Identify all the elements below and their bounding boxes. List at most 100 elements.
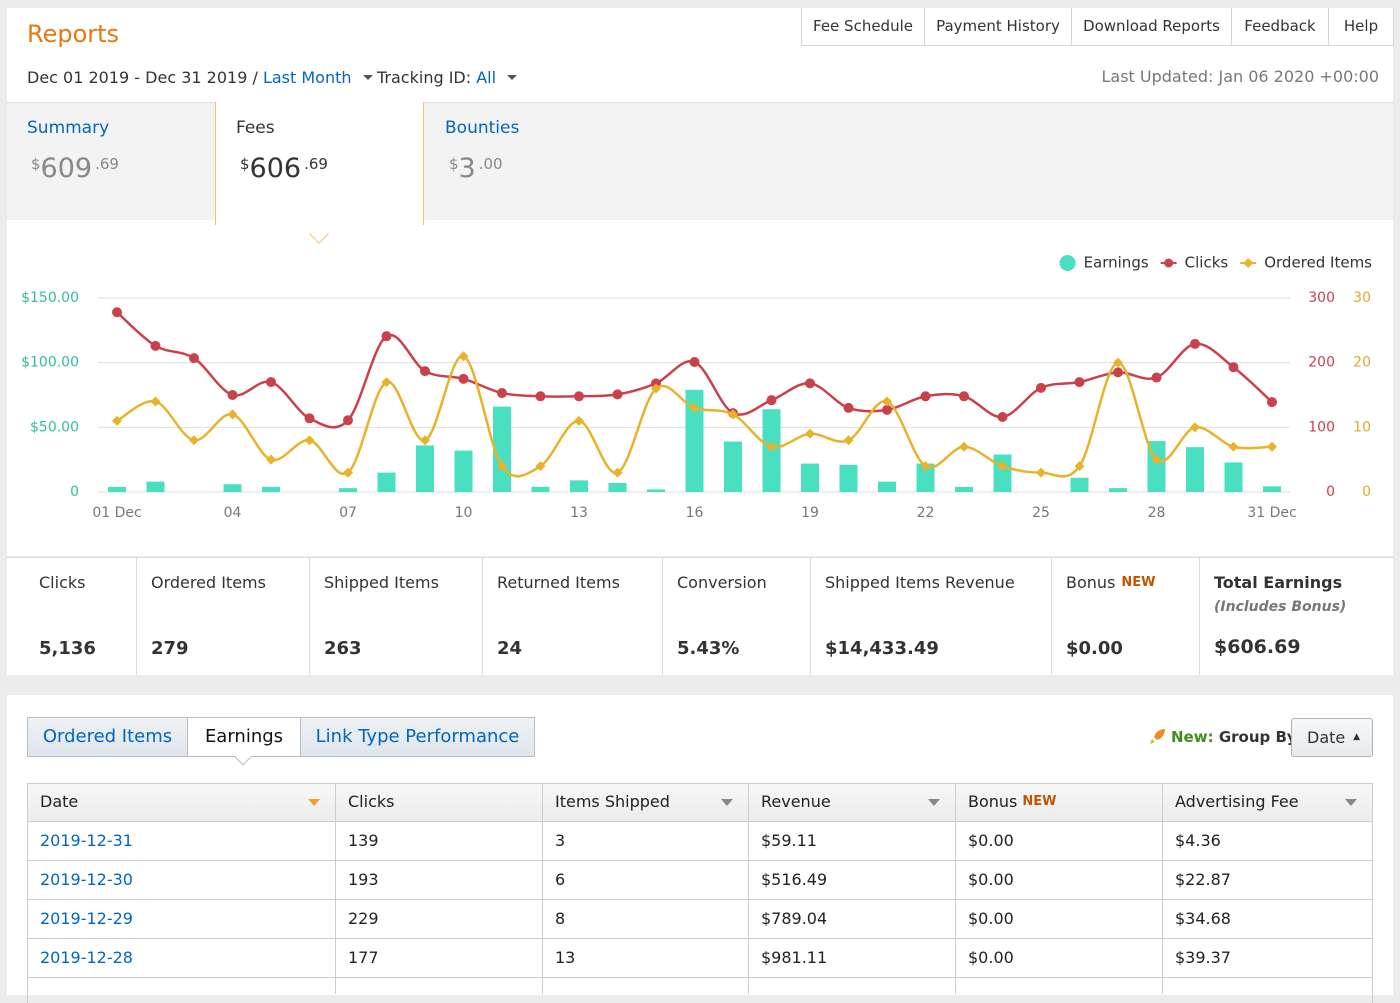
selected-tab-fill — [215, 200, 424, 225]
stat-label: Shipped Items Revenue — [825, 572, 1015, 594]
report-tab[interactable]: Ordered Items — [27, 717, 188, 757]
bar — [1109, 488, 1127, 492]
column-header-text: Revenue — [761, 792, 831, 811]
column-header[interactable]: Clicks — [348, 791, 394, 813]
column-header[interactable]: Date — [40, 791, 78, 813]
stat-divider — [810, 558, 811, 675]
bar — [839, 464, 858, 492]
bar — [570, 480, 588, 492]
marker — [689, 357, 700, 368]
stat-label: Bonus NEW — [1066, 572, 1156, 594]
tab-label[interactable]: Fees — [236, 118, 275, 138]
date-link[interactable]: 2019-12-28 — [40, 948, 133, 967]
marker — [920, 391, 931, 402]
new-label: New: — [1171, 728, 1214, 746]
marker — [651, 383, 661, 394]
column-header[interactable]: Revenue — [761, 791, 831, 813]
amount-cents: .69 — [95, 155, 119, 173]
nav-button[interactable]: Feedback — [1231, 8, 1329, 46]
table-cell: 6 — [555, 870, 566, 889]
date-link[interactable]: 2019-12-30 — [40, 870, 133, 889]
amount-whole: 3 — [458, 153, 476, 184]
marker — [420, 435, 430, 446]
rocket-icon — [1149, 727, 1167, 745]
tracking-filter[interactable]: Tracking ID: All — [377, 67, 518, 89]
marker — [1190, 422, 1200, 433]
table-cell: $59.11 — [761, 831, 817, 850]
marker — [266, 454, 276, 465]
dropdown-caret — [362, 75, 373, 85]
date-link[interactable]: 2019-12-31 — [40, 831, 133, 850]
nav-button[interactable]: Help — [1328, 8, 1394, 46]
stat-label-text: Ordered Items — [151, 573, 266, 592]
stat-divider — [136, 558, 137, 675]
table-cell: 177 — [348, 948, 379, 967]
marker — [189, 353, 199, 364]
legend-label: Clicks — [1185, 254, 1229, 272]
row-divider — [28, 899, 1372, 900]
y-tick-label: 0 — [70, 484, 79, 500]
marker — [1036, 382, 1046, 393]
bar — [377, 472, 396, 492]
column-header[interactable]: Advertising Fee — [1175, 791, 1299, 813]
marker — [997, 411, 1008, 422]
marker — [458, 373, 469, 384]
bar — [608, 482, 627, 492]
nav-button[interactable]: Fee Schedule — [801, 8, 925, 46]
date-range: Dec 01 2019 - Dec 31 2019 — [27, 68, 248, 87]
stat-value: $606.69 — [1214, 636, 1301, 658]
x-tick-label: 10 — [455, 505, 473, 521]
marker — [1074, 461, 1085, 472]
column-header[interactable]: Bonus NEW — [968, 791, 1057, 813]
new-badge: NEW — [1121, 575, 1156, 590]
legend-swatch — [1059, 255, 1076, 271]
x-tick-label: 04 — [224, 505, 242, 521]
legend-label: Earnings — [1084, 254, 1149, 272]
stat-label-text: Bonus — [1066, 573, 1116, 592]
group-by-select[interactable]: Date ▲ — [1291, 718, 1373, 757]
tab-label[interactable]: Bounties — [445, 118, 520, 138]
nav-button[interactable]: Payment History — [924, 8, 1072, 46]
period[interactable]: Last Month — [262, 68, 352, 87]
tracking-value[interactable]: All — [476, 68, 497, 87]
bar — [1186, 447, 1204, 492]
sort-arrow[interactable] — [308, 799, 320, 806]
stat-divider — [482, 558, 483, 675]
y-tick-label: 10 — [1353, 419, 1371, 435]
sort-arrow[interactable] — [1345, 799, 1357, 806]
sort-arrow[interactable] — [928, 799, 940, 806]
table-cell: $0.00 — [968, 870, 1014, 889]
sort-arrow[interactable] — [721, 799, 733, 806]
nav-button[interactable]: Download Reports — [1071, 8, 1232, 46]
stat-label-text: Shipped Items Revenue — [825, 573, 1015, 592]
line — [116, 354, 1273, 478]
date-link[interactable]: 2019-12-29 — [40, 909, 133, 928]
column-header[interactable]: Items Shipped — [555, 791, 670, 813]
table-cell: $516.49 — [761, 870, 828, 889]
table-cell: $22.87 — [1175, 870, 1231, 889]
y-tick-label: $50.00 — [30, 419, 79, 435]
marker — [1151, 372, 1162, 383]
report-tab[interactable]: Link Type Performance — [300, 717, 535, 757]
report-tab[interactable]: Earnings — [187, 717, 301, 757]
date-filter[interactable]: Dec 01 2019 - Dec 31 2019 / Last Month — [27, 67, 373, 89]
stat-note: (Includes Bonus) — [1214, 599, 1347, 615]
bar — [108, 486, 126, 492]
stat-value: 279 — [151, 638, 189, 659]
marker — [343, 467, 353, 478]
chart-panel — [7, 220, 1393, 556]
bar — [724, 441, 742, 492]
marker — [612, 467, 623, 478]
group-by-value: Date — [1307, 728, 1346, 747]
y-tick-label: 0 — [1362, 484, 1371, 500]
bar — [1263, 486, 1281, 492]
stat-divider — [309, 558, 310, 675]
stat-label: Total Earnings — [1214, 572, 1342, 594]
table-cell: 193 — [348, 870, 379, 889]
y-tick-label: 30 — [1353, 290, 1371, 306]
stat-value: 24 — [497, 638, 523, 659]
tab-label[interactable]: Summary — [27, 118, 110, 138]
bar — [685, 389, 704, 492]
stats-panel — [7, 557, 1393, 675]
separator: / — [252, 68, 258, 87]
